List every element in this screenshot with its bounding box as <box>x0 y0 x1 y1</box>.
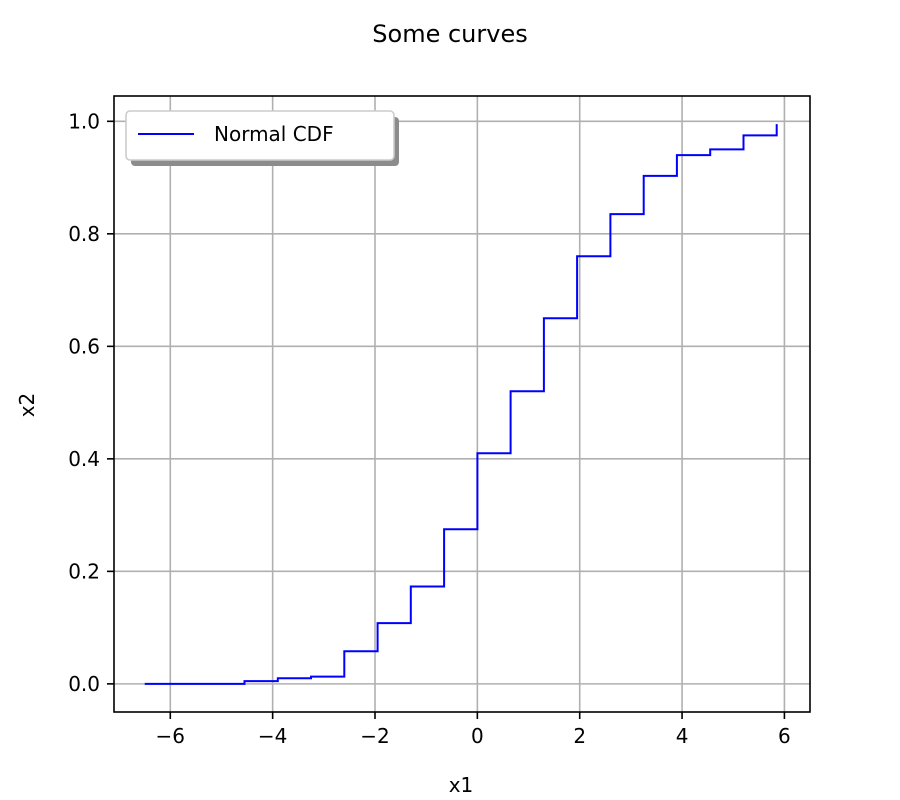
grid <box>114 96 810 712</box>
x-tick-label: 6 <box>778 724 791 748</box>
y-tick-label: 0.4 <box>68 447 100 471</box>
x-axis-label: x1 <box>449 773 474 797</box>
y-axis-label: x2 <box>15 393 39 418</box>
legend-label: Normal CDF <box>214 122 334 146</box>
x-tick-label: 0 <box>471 724 484 748</box>
x-tick-label: 2 <box>573 724 586 748</box>
y-tick-label: 0.6 <box>68 334 100 358</box>
series-line-0 <box>144 124 778 685</box>
y-tick-label: 1.0 <box>68 109 100 133</box>
series-layer <box>144 124 778 685</box>
legend: Normal CDF <box>125 110 399 166</box>
y-tick-label: 0.8 <box>68 222 100 246</box>
x-tick-label: −2 <box>360 724 389 748</box>
x-tick-label: −4 <box>258 724 287 748</box>
x-tick-label: −6 <box>156 724 185 748</box>
x-axis-ticks: −6 −4 −2 0 2 4 6 <box>156 712 791 748</box>
plot-frame <box>113 95 811 713</box>
legend-box <box>125 110 395 161</box>
chart-title: Some curves <box>372 20 527 48</box>
x-tick-label: 4 <box>676 724 689 748</box>
y-tick-label: 0.2 <box>68 559 100 583</box>
y-axis-ticks: 0.0 0.2 0.4 0.6 0.8 1.0 <box>68 109 114 696</box>
y-tick-label: 0.0 <box>68 672 100 696</box>
